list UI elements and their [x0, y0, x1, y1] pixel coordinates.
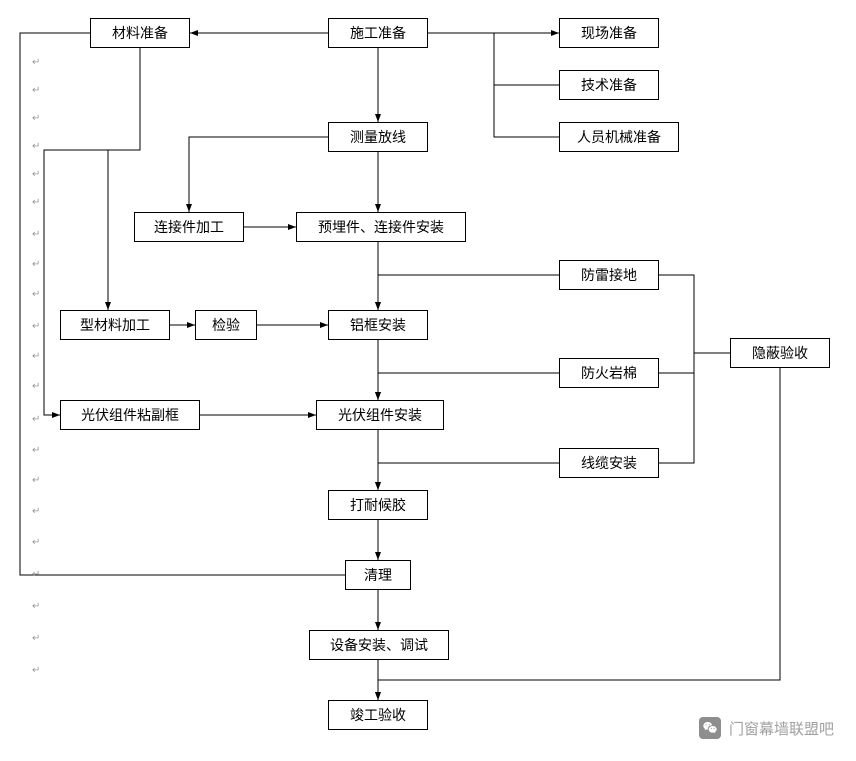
node-hidden: 隐蔽验收 — [730, 338, 830, 368]
edge-15 — [378, 373, 559, 400]
node-sealant: 打耐候胶 — [328, 490, 428, 520]
node-alframe: 铝框安装 — [328, 310, 428, 340]
line-break-mark: ↵ — [32, 230, 40, 240]
line-break-mark: ↵ — [32, 198, 40, 208]
node-pv_frame: 光伏组件粘副框 — [60, 400, 200, 430]
wechat-icon — [699, 717, 721, 739]
node-embed: 预埋件、连接件安装 — [296, 212, 466, 242]
node-firewool: 防火岩棉 — [559, 358, 659, 388]
line-break-mark: ↵ — [32, 634, 40, 644]
node-mat_prep: 材料准备 — [90, 18, 190, 48]
line-break-mark: ↵ — [32, 538, 40, 548]
node-inspect: 检验 — [195, 310, 257, 340]
line-break-mark: ↵ — [32, 476, 40, 486]
line-break-mark: ↵ — [32, 170, 40, 180]
edge-18 — [378, 463, 559, 490]
line-break-mark: ↵ — [32, 666, 40, 676]
edge-22 — [659, 275, 730, 353]
line-break-mark: ↵ — [32, 507, 40, 517]
node-measure: 测量放线 — [328, 122, 428, 152]
flowchart: 门窗幕墙联盟吧 材料准备 施工准备 现场准备技术准备人员机械准备 测量放线连接件加工 预… — [0, 0, 856, 761]
edge-6 — [189, 137, 328, 212]
node-clean: 清理 — [345, 560, 411, 590]
line-break-mark: ↵ — [32, 322, 40, 332]
node-lightning: 防雷接地 — [559, 260, 659, 290]
line-break-mark: ↵ — [32, 382, 40, 392]
edge-3 — [494, 33, 559, 85]
edge-13 — [44, 150, 108, 415]
node-profile: 型材料加工 — [60, 310, 170, 340]
node-pv_install: 光伏组件安装 — [316, 400, 444, 430]
line-break-mark: ↵ — [32, 86, 40, 96]
edge-24 — [659, 373, 694, 463]
node-pers_prep: 人员机械准备 — [559, 122, 679, 152]
line-break-mark: ↵ — [32, 415, 40, 425]
node-con_prep: 施工准备 — [328, 18, 428, 48]
node-cable: 线缆安装 — [559, 448, 659, 478]
line-break-mark: ↵ — [32, 602, 40, 612]
edge-4 — [494, 85, 559, 137]
line-break-mark: ↵ — [32, 260, 40, 270]
edge-10 — [108, 48, 140, 310]
watermark-text: 门窗幕墙联盟吧 — [729, 718, 834, 739]
line-break-mark: ↵ — [32, 58, 40, 68]
watermark: 门窗幕墙联盟吧 — [699, 717, 834, 739]
edge-23 — [659, 353, 694, 373]
line-break-mark: ↵ — [32, 114, 40, 124]
line-break-mark: ↵ — [32, 142, 40, 152]
node-complete: 竣工验收 — [328, 700, 428, 730]
node-equip: 设备安装、调试 — [309, 630, 449, 660]
edge-9 — [378, 275, 559, 310]
line-break-mark: ↵ — [32, 446, 40, 456]
line-break-mark: ↵ — [32, 290, 40, 300]
line-break-mark: ↵ — [32, 352, 40, 362]
node-tech_prep: 技术准备 — [559, 70, 659, 100]
node-site_prep: 现场准备 — [559, 18, 659, 48]
node-connector: 连接件加工 — [134, 212, 244, 242]
line-break-mark: ↵ — [32, 570, 40, 580]
edge-26 — [20, 33, 345, 575]
